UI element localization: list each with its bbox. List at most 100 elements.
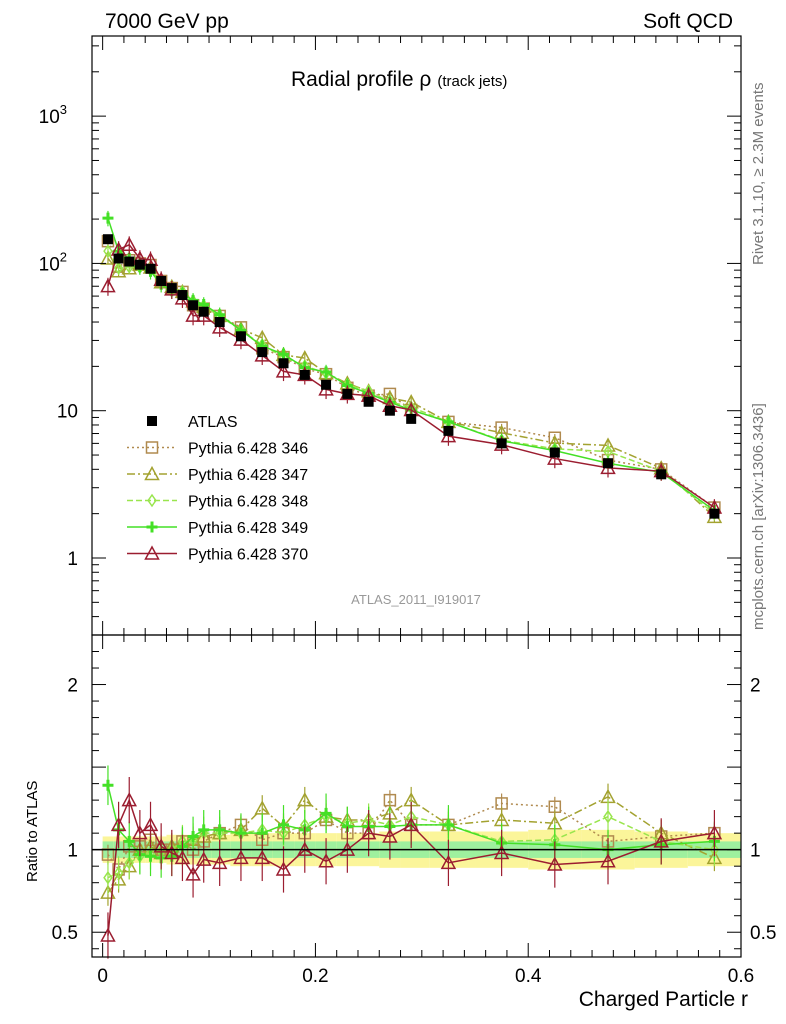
series-point (100, 278, 116, 293)
ratio-y-tick-label: 0.5 (52, 923, 78, 944)
ratio-point (100, 884, 116, 899)
series-point (102, 212, 114, 224)
series-point (110, 263, 127, 278)
ratio-point (653, 833, 669, 848)
legend: ATLAS Pythia 6.428 346 Pythia 6.428 347 Pyt… (127, 414, 308, 564)
data-point (113, 253, 124, 264)
ratio-point (174, 849, 191, 865)
data-point (278, 358, 289, 369)
title-main: Radial profile ρ (291, 68, 431, 91)
data-point (363, 396, 374, 407)
y-tick-exponent: 2 (60, 249, 67, 264)
x-tick-label: 0.2 (302, 966, 328, 987)
side-label-top: Rivet 3.1.10, ≥ 2.3M events (750, 83, 767, 266)
data-point (145, 263, 156, 274)
data-point (198, 306, 209, 317)
ratio-point (103, 870, 113, 885)
ratio-frame (91, 634, 742, 958)
ratio-point (382, 828, 398, 843)
x-tick-label: 0 (97, 966, 108, 987)
data-point (549, 447, 560, 458)
data-point (235, 331, 246, 342)
ratio-point (132, 825, 148, 840)
y-tick-label: 102 (39, 249, 67, 275)
ratio-y-tick-label: 1 (750, 841, 761, 862)
legend-label: Pythia 6.428 348 (188, 494, 308, 511)
header-right: Soft QCD (643, 10, 733, 33)
series-point (275, 363, 292, 378)
ratio-point (164, 844, 180, 860)
ratio-point (233, 849, 249, 865)
series-point (442, 416, 454, 428)
data-point (257, 347, 268, 358)
legend-marker (147, 493, 157, 508)
y-tick-exponent: 3 (60, 102, 67, 117)
ratio-point (145, 850, 157, 862)
ratio-point (123, 835, 135, 847)
data-point (709, 508, 720, 519)
ratio-point (100, 927, 116, 942)
legend-label: Pythia 6.428 349 (188, 520, 308, 537)
data-point (102, 234, 113, 245)
ratio-point (360, 825, 377, 840)
ratio-y-tick-label: 1 (67, 841, 78, 862)
ratio-point (113, 865, 124, 880)
ratio-point (493, 844, 510, 860)
ratio-point (254, 849, 270, 865)
data-point (156, 275, 167, 286)
legend-marker (144, 545, 160, 560)
y-tick-label: 10 (57, 402, 78, 423)
series-line-ratio-4 (107, 797, 715, 936)
ratio-point (211, 854, 228, 870)
ratio-point (187, 830, 199, 842)
ratio-y-tick-label: 0.5 (750, 923, 776, 944)
ratio-point (185, 866, 201, 881)
data-point (496, 438, 507, 449)
legend-label: Pythia 6.428 347 (188, 467, 308, 484)
legend-marker (146, 521, 158, 533)
series-line-main-4 (107, 243, 715, 509)
data-point (188, 300, 199, 311)
ratio-y-tick-label: 2 (67, 676, 78, 697)
ratio-y-axis-label: Ratio to ATLAS (24, 781, 41, 882)
analysis-label: ATLAS_2011_I919017 (351, 592, 481, 607)
legend-marker (147, 416, 157, 426)
y-tick-label: 103 (39, 102, 67, 128)
main-frame (91, 35, 742, 636)
legend-label: ATLAS (188, 414, 238, 431)
ratio-point (110, 816, 127, 832)
ratio-point (320, 807, 332, 819)
data-point (384, 405, 395, 416)
series-point (320, 366, 332, 378)
series-point (278, 348, 290, 360)
legend-marker (145, 441, 159, 454)
data-point (124, 256, 135, 267)
series-line-ratio-0 (107, 798, 715, 871)
header-left: 7000 GeV pp (105, 10, 229, 33)
data-point (214, 317, 225, 328)
ratio-point (102, 779, 114, 791)
legend-label: Pythia 6.428 370 (188, 547, 308, 564)
data-point (299, 369, 310, 380)
x-axis-label: Charged Particle r (579, 988, 748, 1011)
data-point (177, 290, 188, 301)
y-tick-label: 1 (67, 549, 78, 570)
ratio-point (603, 809, 613, 824)
data-point (443, 425, 454, 436)
x-tick-label: 0.4 (515, 966, 542, 987)
ratio-point (124, 856, 135, 870)
ratio-point (706, 825, 723, 840)
series-point (185, 307, 201, 322)
ratio-point (547, 856, 563, 871)
side-label-bottom: mcplots.cern.ch [arXiv:1306.3436] (750, 403, 767, 630)
title-sub: (track jets) (437, 73, 507, 90)
data-point (406, 413, 417, 424)
series-point (547, 450, 563, 465)
legend-marker (144, 465, 160, 481)
legend-label: Pythia 6.428 346 (188, 441, 308, 458)
x-tick-label: 0.6 (728, 966, 754, 987)
axes: 0 0.2 0.4 0.6 1 10 102 103 0.5 0.5 1 1 2 2 (39, 35, 776, 987)
ratio-point (198, 824, 210, 836)
ratio-point (278, 819, 290, 831)
